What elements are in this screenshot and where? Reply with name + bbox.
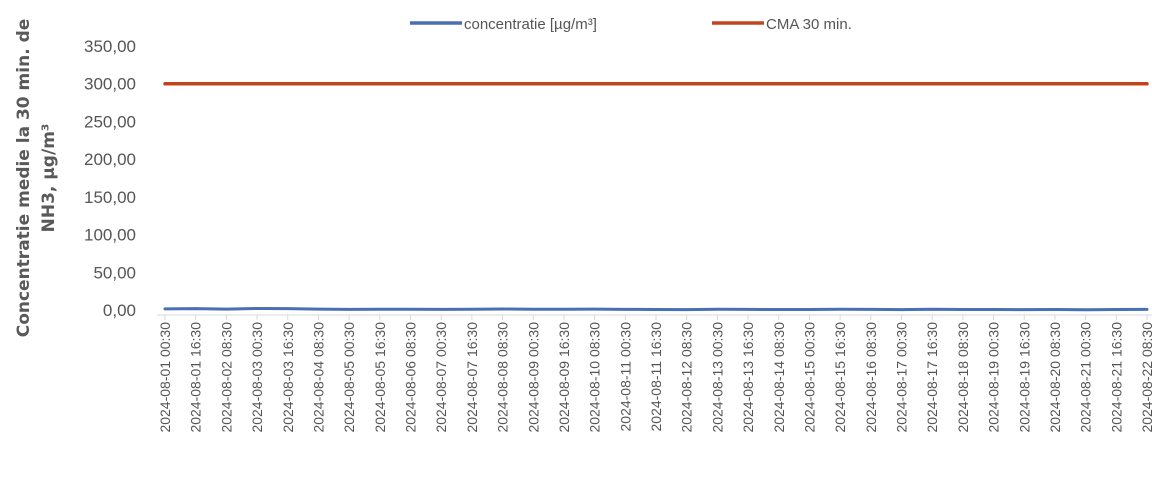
y-tick-label: 150,00 — [84, 188, 136, 207]
x-tick-label: 2024-08-08 08:30 — [495, 322, 511, 433]
x-tick-label: 2024-08-03 00:30 — [249, 322, 265, 433]
x-tick-label: 2024-08-18 08:30 — [955, 322, 971, 433]
y-axis-label-line: Concentratie medie la 30 min. de — [14, 19, 34, 338]
y-axis-label-line: NH3, µg/m³ — [39, 124, 59, 233]
legend-entry: CMA 30 min. — [766, 16, 852, 33]
x-tick-label: 2024-08-06 08:30 — [403, 322, 419, 433]
x-tick-label: 2024-08-13 16:30 — [740, 322, 756, 433]
x-tick-label: 2024-08-21 16:30 — [1108, 322, 1124, 433]
x-tick-label: 2024-08-17 16:30 — [924, 322, 940, 433]
x-tick-label: 2024-08-11 00:30 — [617, 322, 633, 432]
x-tick-label: 2024-08-16 08:30 — [863, 322, 879, 433]
x-tick-label: 2024-08-19 16:30 — [1016, 322, 1032, 433]
x-tick-label: 2024-08-01 00:30 — [157, 322, 173, 433]
x-tick-label: 2024-08-07 16:30 — [464, 322, 480, 433]
x-tick-label: 2024-08-02 08:30 — [218, 322, 234, 433]
x-tick-label: 2024-08-09 16:30 — [556, 322, 572, 433]
y-tick-label: 50,00 — [93, 263, 136, 282]
x-tick-label: 2024-08-05 16:30 — [372, 322, 388, 433]
x-tick-label: 2024-08-09 00:30 — [525, 322, 541, 433]
y-tick-label: 350,00 — [84, 37, 136, 56]
x-tick-label: 2024-08-11 16:30 — [648, 322, 664, 432]
x-tick-label: 2024-08-17 00:30 — [894, 322, 910, 433]
x-tick-label: 2024-08-19 00:30 — [986, 322, 1002, 433]
legend-entry: concentratie [µg/m³] — [464, 16, 597, 33]
x-tick-label: 2024-08-14 08:30 — [771, 322, 787, 433]
x-tick-label: 2024-08-10 08:30 — [587, 322, 603, 433]
x-tick-label: 2024-08-20 08:30 — [1047, 322, 1063, 433]
x-tick-label: 2024-08-13 00:30 — [709, 322, 725, 433]
series-group — [163, 81, 1149, 312]
x-axis — [157, 314, 1152, 320]
y-tick-label: 200,00 — [84, 150, 136, 169]
y-tick-label: 100,00 — [84, 226, 136, 245]
legend: concentratie [µg/m³] CMA 30 min. — [410, 16, 852, 33]
x-tick-label: 2024-08-21 00:30 — [1078, 322, 1094, 433]
x-tick-label: 2024-08-15 00:30 — [801, 322, 817, 433]
y-axis-label: Concentratie medie la 30 min. de NH3, µg/… — [14, 19, 59, 338]
x-tick-label: 2024-08-12 08:30 — [679, 322, 695, 433]
x-tick-label: 2024-08-07 00:30 — [433, 322, 449, 433]
x-tick-label: 2024-08-04 08:30 — [310, 322, 326, 433]
x-tick-label: 2024-08-15 16:30 — [832, 322, 848, 433]
x-tick-label: 2024-08-22 08:30 — [1139, 322, 1152, 433]
x-tick-label: 2024-08-01 16:30 — [188, 322, 204, 433]
x-tick-label: 2024-08-05 00:30 — [341, 322, 357, 433]
x-axis-ticks: 2024-08-01 00:30 2024-08-01 16:30 2024-08-… — [157, 322, 1152, 433]
x-tick-label: 2024-08-03 16:30 — [280, 322, 296, 433]
y-tick-label: 250,00 — [84, 112, 136, 131]
y-axis-ticks: 0,00 50,00 100,00 150,00 200,00 250,00 300,00 3… — [84, 37, 136, 320]
series-line-0 — [163, 307, 1149, 312]
y-tick-label: 300,00 — [84, 75, 136, 94]
y-tick-label: 0,00 — [103, 301, 136, 320]
